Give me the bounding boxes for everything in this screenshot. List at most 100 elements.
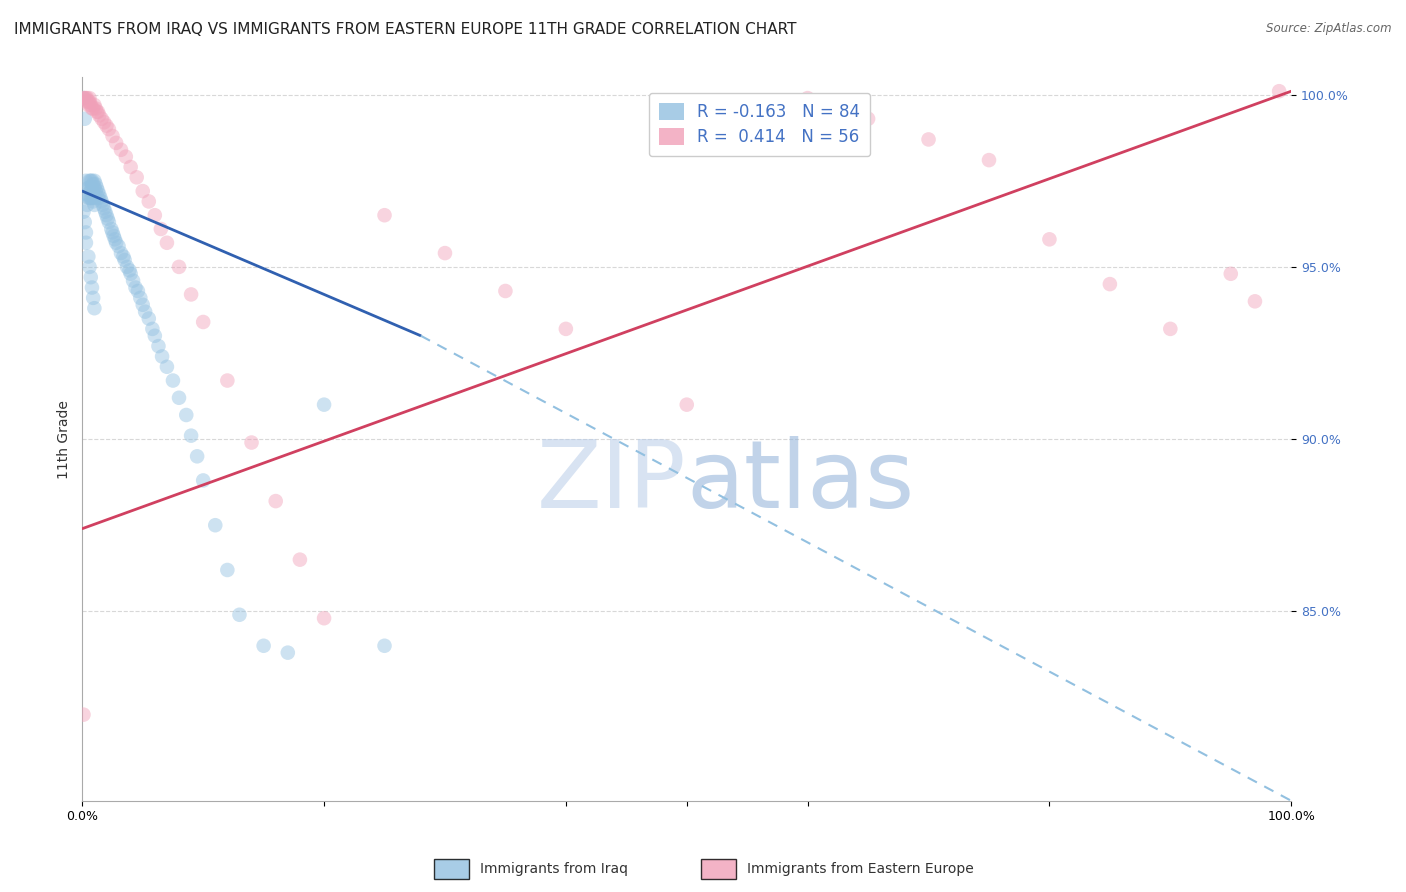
Point	[82, 184, 104, 198]
Legend: R = -0.163   N = 84, R =  0.414   N = 56: R = -0.163 N = 84, R = 0.414 N = 56	[648, 93, 870, 156]
Point	[138, 194, 160, 209]
Point	[1038, 232, 1060, 246]
Point	[80, 280, 103, 294]
Point	[107, 239, 129, 253]
Point	[148, 339, 170, 353]
Point	[86, 180, 108, 194]
Point	[312, 611, 335, 625]
Point	[80, 191, 103, 205]
Point	[101, 128, 124, 143]
Point	[72, 204, 94, 219]
Point	[80, 174, 103, 188]
Point	[240, 435, 263, 450]
Point	[373, 639, 395, 653]
Point	[675, 398, 697, 412]
Point	[83, 198, 105, 212]
Point	[138, 311, 160, 326]
Point	[82, 291, 104, 305]
Point	[277, 646, 299, 660]
Point	[1219, 267, 1241, 281]
Point	[101, 226, 124, 240]
Point	[143, 328, 166, 343]
Point	[186, 450, 208, 464]
Point	[73, 112, 96, 126]
Point	[118, 263, 141, 277]
Point	[228, 607, 250, 622]
Text: Source: ZipAtlas.com: Source: ZipAtlas.com	[1267, 22, 1392, 36]
Point	[120, 267, 142, 281]
Point	[84, 178, 107, 192]
Point	[193, 315, 215, 329]
Point	[75, 174, 97, 188]
Point	[89, 191, 111, 205]
Point	[79, 260, 101, 274]
Point	[80, 174, 103, 188]
Y-axis label: 11th Grade: 11th Grade	[58, 400, 72, 478]
Point	[112, 250, 135, 264]
Point	[156, 359, 179, 374]
Point	[97, 215, 120, 229]
Point	[104, 232, 127, 246]
Point	[494, 284, 516, 298]
Point	[80, 270, 103, 285]
Point	[83, 180, 105, 194]
Point	[150, 350, 173, 364]
Point	[796, 91, 818, 105]
Point	[83, 301, 105, 316]
Point	[127, 284, 149, 298]
Point	[110, 143, 132, 157]
Point	[79, 95, 101, 109]
Point	[1098, 277, 1121, 292]
Point	[80, 180, 103, 194]
Point	[77, 250, 100, 264]
Point	[143, 208, 166, 222]
Point	[162, 374, 184, 388]
Point	[84, 184, 107, 198]
Point	[97, 211, 120, 226]
Point	[96, 119, 118, 133]
Point	[134, 304, 156, 318]
Text: ZIP: ZIP	[537, 436, 686, 528]
Text: Immigrants from Iraq: Immigrants from Iraq	[479, 862, 628, 876]
Point	[82, 194, 104, 209]
Point	[288, 552, 311, 566]
Point	[156, 235, 179, 250]
Point	[80, 102, 103, 116]
Point	[97, 122, 120, 136]
Point	[193, 474, 215, 488]
Point	[1159, 322, 1181, 336]
Point	[114, 252, 136, 267]
Point	[91, 198, 114, 212]
Point	[80, 98, 103, 112]
Point	[93, 202, 115, 216]
Point	[180, 428, 202, 442]
Point	[124, 280, 146, 294]
Point	[132, 184, 155, 198]
Point	[174, 408, 197, 422]
Point	[149, 222, 172, 236]
Point	[217, 563, 239, 577]
Point	[77, 95, 100, 109]
Point	[77, 98, 100, 112]
Point	[167, 391, 190, 405]
Point	[73, 215, 96, 229]
Point	[79, 180, 101, 194]
Point	[75, 235, 97, 250]
Point	[77, 180, 100, 194]
Point	[373, 208, 395, 222]
Point	[79, 191, 101, 205]
Point	[79, 91, 101, 105]
Point	[72, 91, 94, 105]
Point	[917, 132, 939, 146]
Point	[90, 112, 112, 126]
Point	[977, 153, 1000, 167]
Point	[72, 707, 94, 722]
Point	[312, 398, 335, 412]
Point	[90, 194, 112, 209]
Point	[75, 95, 97, 109]
Point	[89, 187, 111, 202]
Point	[93, 115, 115, 129]
Point	[82, 102, 104, 116]
Point	[82, 178, 104, 192]
Point	[125, 170, 148, 185]
